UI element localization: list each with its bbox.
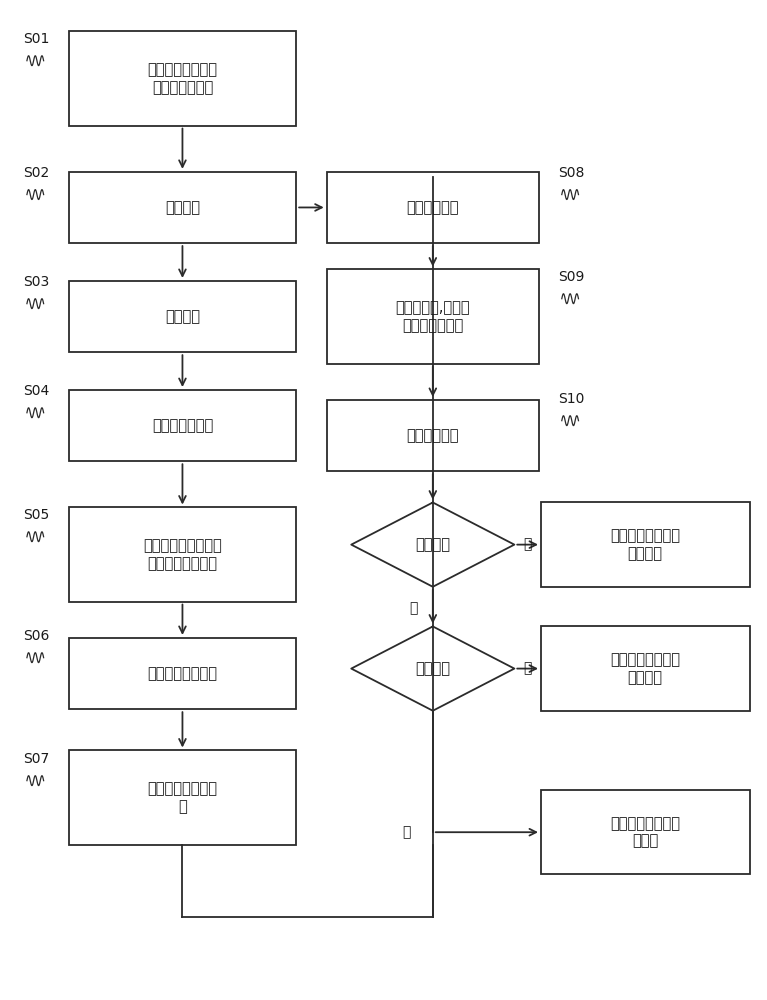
Text: 选中文字: 选中文字 <box>165 200 200 215</box>
Text: S07: S07 <box>23 752 49 766</box>
Text: 跟随式？: 跟随式？ <box>415 537 450 552</box>
Text: 取字的笔画曲线: 取字的笔画曲线 <box>152 418 213 433</box>
Text: 否: 否 <box>403 825 411 839</box>
Text: 执行拆分: 执行拆分 <box>165 309 200 324</box>
Text: 否: 否 <box>410 602 418 616</box>
Text: 写入对应拆分信息: 写入对应拆分信息 <box>147 666 218 681</box>
Bar <box>541 790 749 874</box>
Text: S01: S01 <box>23 32 50 46</box>
Bar <box>327 172 539 243</box>
Text: 在小样流中插入盒
子: 在小样流中插入盒 子 <box>147 781 218 814</box>
Bar <box>69 31 296 126</box>
Text: 是: 是 <box>523 538 532 552</box>
Text: S04: S04 <box>23 384 49 398</box>
Text: 按笔画式方式绘制
对应曲线: 按笔画式方式绘制 对应曲线 <box>611 652 680 685</box>
Bar <box>69 172 296 243</box>
Bar <box>541 626 749 711</box>
Bar <box>69 507 296 602</box>
Text: S06: S06 <box>23 629 50 643</box>
Text: 构造大样盒子: 构造大样盒子 <box>407 200 459 215</box>
Text: 通过界面设置拆分
方式及相关参数: 通过界面设置拆分 方式及相关参数 <box>147 62 218 95</box>
Text: S02: S02 <box>23 166 49 180</box>
Text: 是: 是 <box>523 662 532 676</box>
Bar <box>541 502 749 587</box>
Text: 根据曲线数确定构造
同数量的小样盒子: 根据曲线数确定构造 同数量的小样盒子 <box>143 538 222 571</box>
Bar <box>69 390 296 461</box>
Text: 按跟随式方式绘制
对应曲线: 按跟随式方式绘制 对应曲线 <box>611 528 680 561</box>
Text: S03: S03 <box>23 275 49 289</box>
Bar <box>327 269 539 364</box>
Text: 把绘制方式,曲线信
息写入大样盒子: 把绘制方式,曲线信 息写入大样盒子 <box>396 300 470 333</box>
Bar <box>69 281 296 352</box>
Text: 笔画式？: 笔画式？ <box>415 661 450 676</box>
Text: 按描红方式绘制对
应曲线: 按描红方式绘制对 应曲线 <box>611 816 680 848</box>
Text: S09: S09 <box>558 270 584 284</box>
Text: S08: S08 <box>558 166 584 180</box>
Bar <box>69 750 296 845</box>
Text: S10: S10 <box>558 392 584 406</box>
Bar <box>327 400 539 471</box>
Bar <box>69 638 296 709</box>
Text: S05: S05 <box>23 508 49 522</box>
Text: 大样盒子绘制: 大样盒子绘制 <box>407 428 459 443</box>
